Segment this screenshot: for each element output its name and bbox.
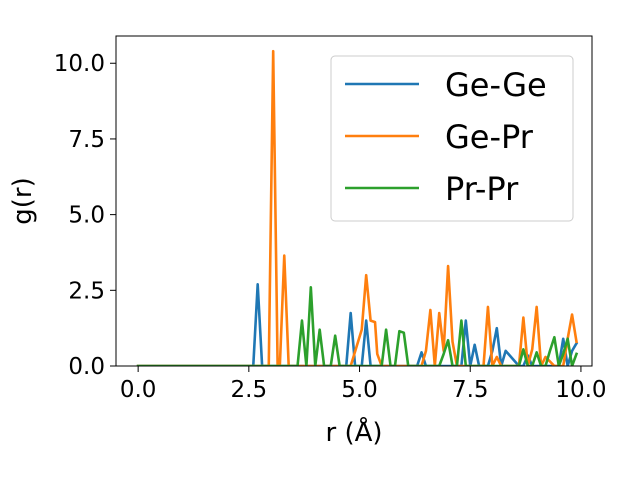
series-layer xyxy=(136,49,579,366)
series-line-ge-pr xyxy=(136,49,578,366)
legend-label-ge-pr: Ge-Pr xyxy=(445,118,534,156)
y-tick-label: 2.5 xyxy=(68,278,105,304)
y-tick-label: 0.0 xyxy=(68,354,105,380)
x-tick-label: 0.0 xyxy=(120,377,157,403)
y-tick-label: 10.0 xyxy=(54,51,105,77)
legend-label-pr-pr: Pr-Pr xyxy=(445,170,519,208)
x-tick-label: 10.0 xyxy=(555,377,606,403)
y-axis: 0.0 2.5 5.0 7.5 10.0 xyxy=(54,51,116,380)
x-tick-label: 2.5 xyxy=(231,377,268,403)
legend-label-ge-ge: Ge-Ge xyxy=(445,66,547,104)
y-axis-label: g(r) xyxy=(8,177,38,224)
x-tick-label: 5.0 xyxy=(341,377,378,403)
y-tick-label: 7.5 xyxy=(68,127,105,153)
x-tick-label: 7.5 xyxy=(452,377,489,403)
legend-box xyxy=(330,55,574,222)
y-tick-label: 5.0 xyxy=(68,203,105,229)
plot-frame xyxy=(115,35,593,367)
x-axis: 0.0 2.5 5.0 7.5 10.0 xyxy=(120,366,607,403)
x-axis-label: r (Å) xyxy=(325,416,382,448)
legend: Ge-Ge Ge-Pr Pr-Pr xyxy=(330,55,574,222)
series-line-pr-pr xyxy=(136,285,579,366)
series-line-ge-ge xyxy=(136,282,579,366)
